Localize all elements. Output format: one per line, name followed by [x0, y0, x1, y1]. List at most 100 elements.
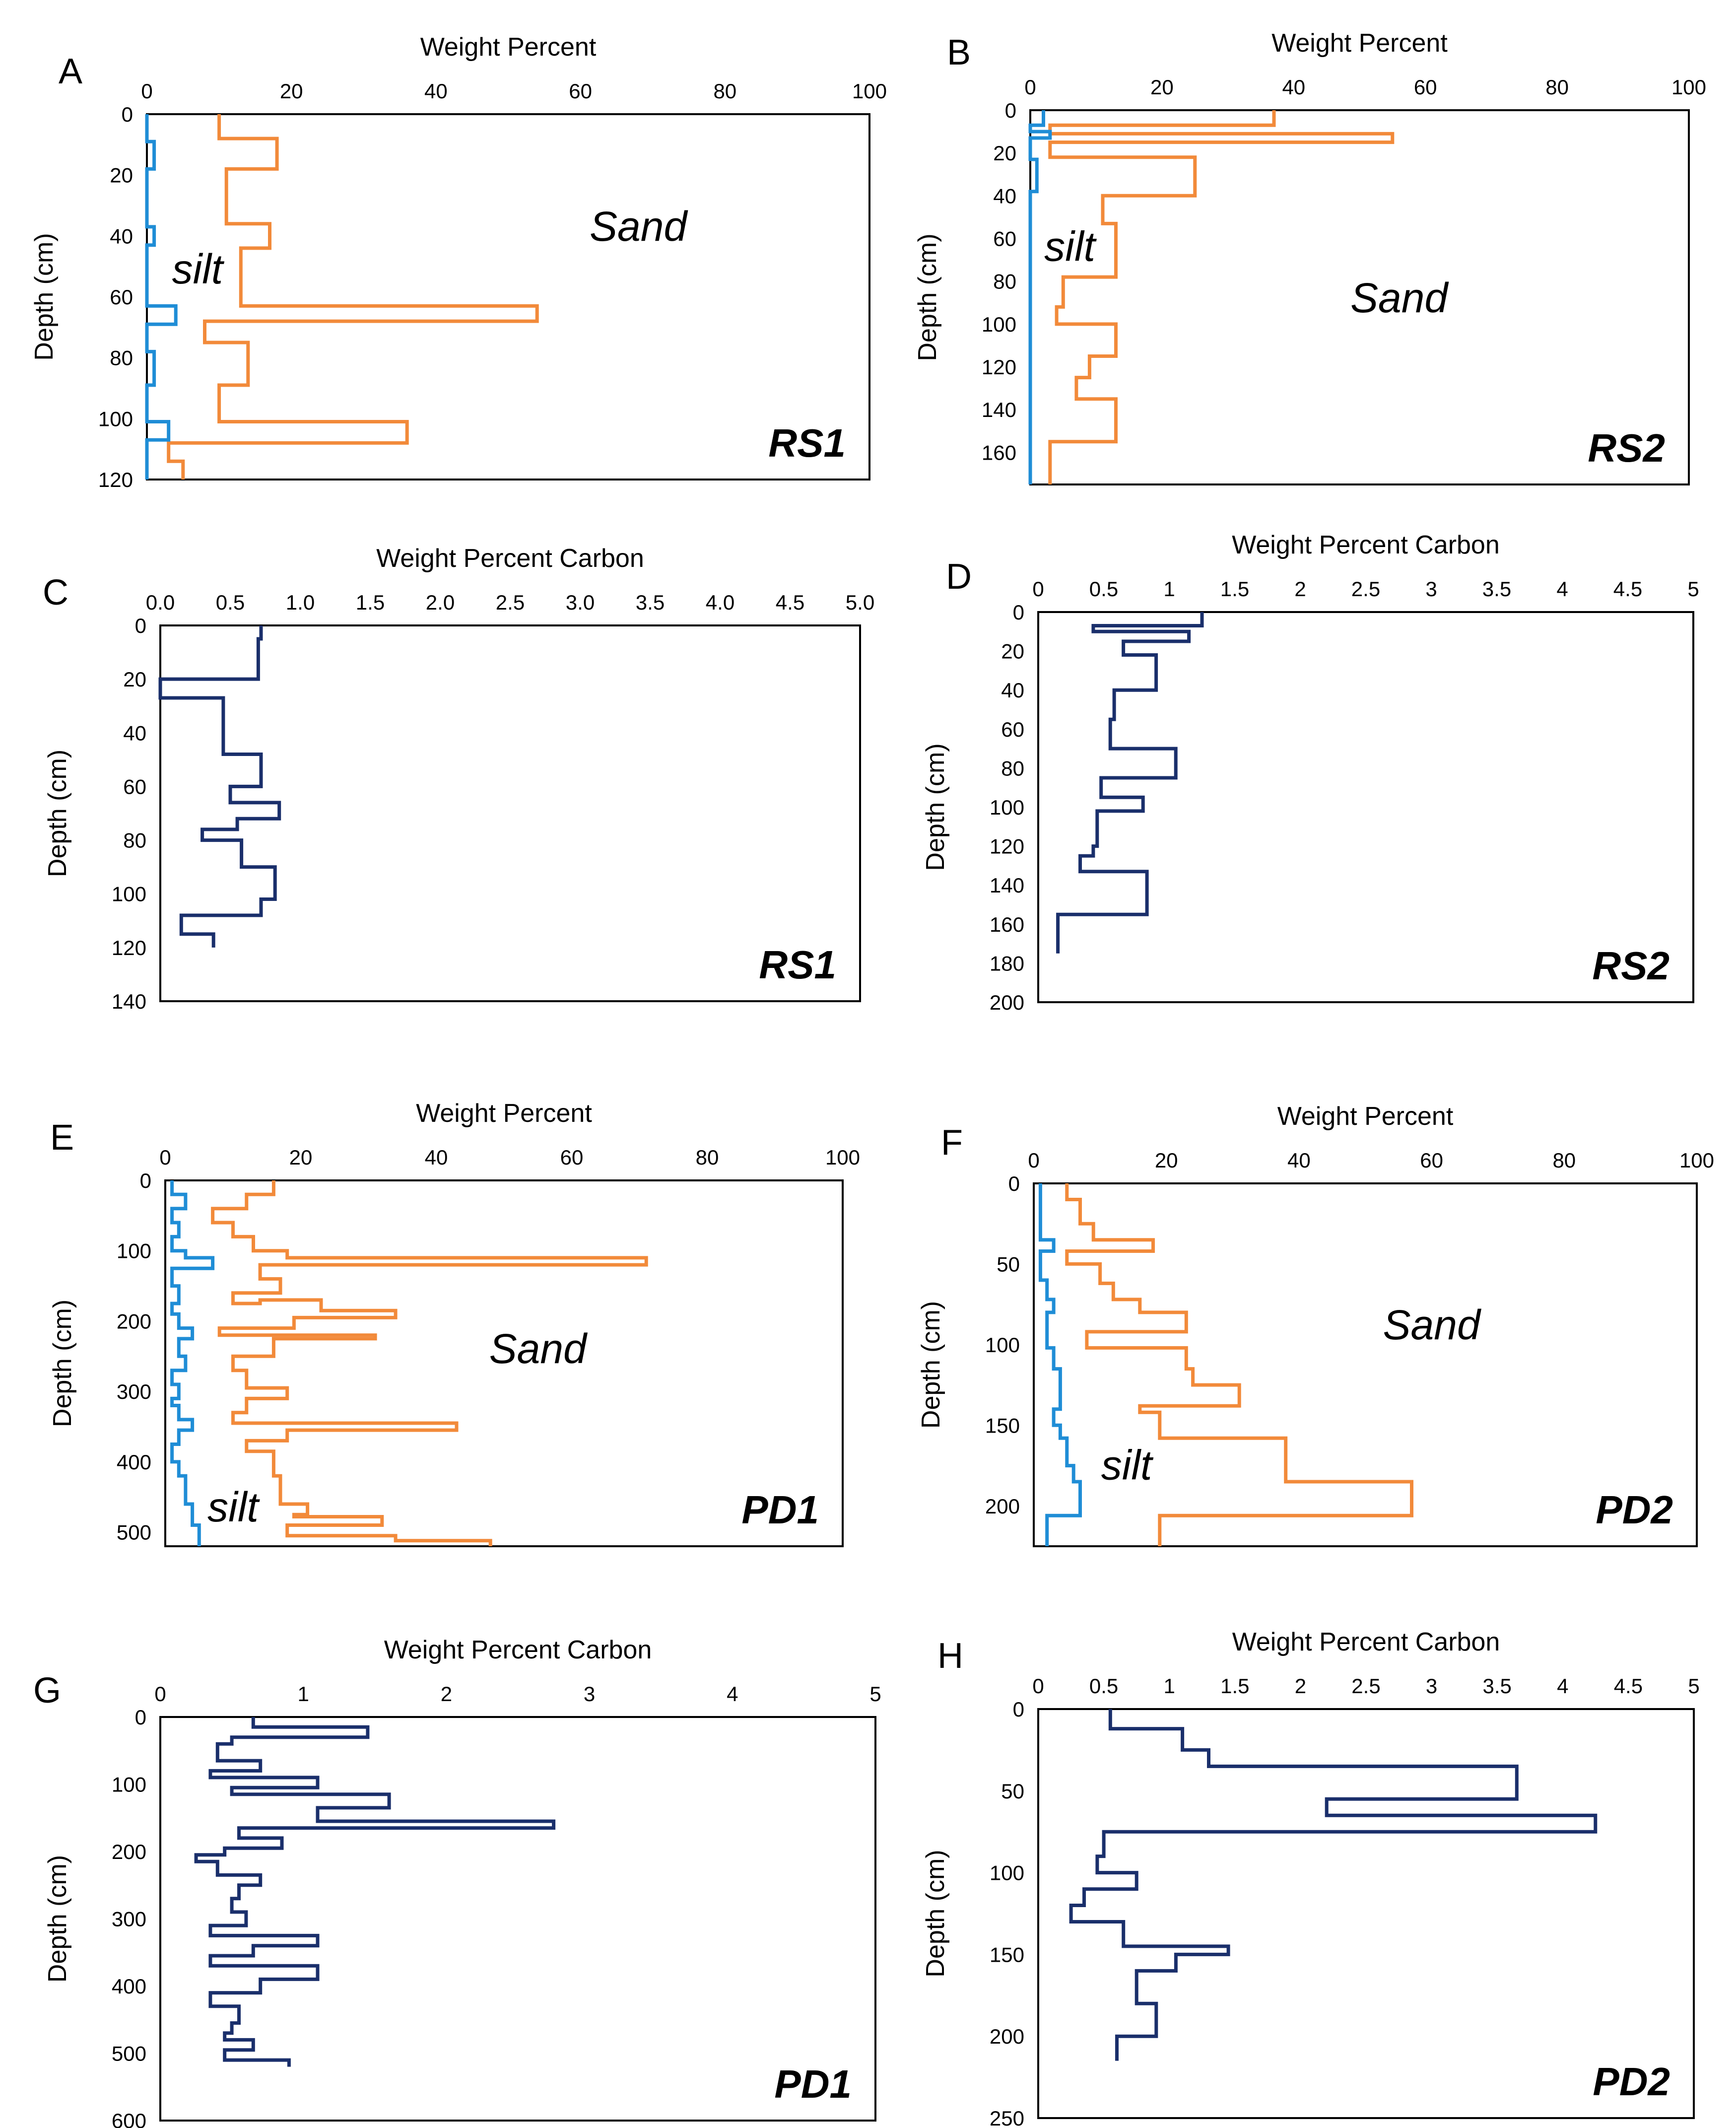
x-axis-title: Weight Percent Carbon: [1232, 531, 1500, 559]
y-tick-label: 120: [98, 468, 133, 491]
x-axis-title: Weight Percent Carbon: [376, 544, 644, 573]
series-line-silt: [170, 1180, 215, 1546]
y-tick-label: 80: [110, 346, 133, 370]
x-tick-label: 0: [141, 79, 152, 103]
panel-b: B Weight Percent 0 20 40 60 80 100 0 20 40 60 80 100 1…: [913, 29, 1706, 485]
y-tick-label: 100: [982, 313, 1016, 336]
y-tick-label: 20: [993, 141, 1016, 165]
panel-letter: C: [43, 573, 68, 613]
y-tick-label: 40: [110, 224, 133, 248]
x-tick-label: 3.5: [1483, 1674, 1512, 1698]
x-tick-label: 2: [1295, 1674, 1306, 1698]
x-tick-label: 60: [1420, 1149, 1443, 1172]
series-line-carbon: [1069, 1709, 1598, 2061]
x-tick-label: 40: [1282, 75, 1305, 99]
x-axis-title: Weight Percent: [420, 33, 597, 62]
x-tick-label: 0: [1032, 577, 1044, 601]
x-tick-label: 80: [713, 79, 736, 103]
x-tick-label: 4.5: [1613, 577, 1642, 601]
y-tick-label: 0: [1013, 601, 1024, 624]
x-tick-label: 0: [159, 1146, 171, 1169]
y-tick-label: 20: [110, 164, 133, 187]
panel-letter: D: [946, 557, 972, 597]
y-axis-title: Depth (cm): [48, 1300, 77, 1427]
series-line-sand: [1065, 1183, 1413, 1546]
panel-d: D Weight Percent Carbon 0 0.5 1 1.5 2 2.5 3 3.5 4 4…: [921, 531, 1699, 1014]
y-axis-title: Depth (cm): [921, 743, 950, 871]
series-line-silt: [1028, 110, 1052, 484]
y-tick-label: 400: [112, 1975, 146, 1998]
y-tick-label: 80: [993, 270, 1016, 293]
y-tick-label: 0: [122, 103, 133, 126]
x-tick-label: 1: [1164, 1674, 1175, 1698]
x-tick-label: 20: [280, 79, 303, 103]
y-tick-label: 160: [990, 913, 1024, 936]
y-tick-label: 0: [1005, 99, 1016, 122]
site-label: PD1: [741, 1488, 819, 1532]
x-tick-label: 100: [1671, 75, 1706, 99]
x-tick-label: 80: [1552, 1149, 1576, 1172]
x-tick-label: 2.5: [1351, 1674, 1380, 1698]
series-line-sand: [167, 114, 539, 480]
plot-frame: [1037, 1708, 1695, 2119]
y-tick-label: 150: [985, 1414, 1020, 1437]
site-label: RS1: [768, 421, 846, 465]
x-tick-label: 4.0: [706, 591, 734, 614]
x-tick-label: 4: [727, 1682, 738, 1706]
y-tick-label: 500: [117, 1521, 151, 1544]
y-tick-label: 120: [112, 936, 146, 960]
x-axis-title: Weight Percent: [416, 1099, 592, 1128]
x-tick-label: 100: [1679, 1149, 1714, 1172]
x-tick-label: 1.0: [286, 591, 315, 614]
annotation-silt: silt: [1044, 223, 1097, 270]
x-tick-label: 0.5: [1089, 577, 1118, 601]
y-tick-label: 200: [117, 1309, 151, 1333]
y-tick-label: 60: [123, 775, 146, 798]
y-tick-label: 180: [990, 952, 1024, 975]
x-tick-label: 2.0: [426, 591, 455, 614]
y-tick-label: 300: [117, 1380, 151, 1403]
x-tick-label: 40: [1287, 1149, 1311, 1172]
y-tick-label: 100: [985, 1333, 1020, 1357]
panel-letter: E: [50, 1118, 74, 1158]
x-tick-label: 100: [852, 79, 887, 103]
series-line-silt: [145, 114, 178, 480]
y-tick-label: 0: [1008, 1172, 1020, 1195]
x-tick-label: 0.5: [1089, 1674, 1118, 1698]
x-tick-label: 60: [569, 79, 592, 103]
x-tick-label: 40: [425, 1146, 448, 1169]
annotation-silt: silt: [1101, 1442, 1154, 1489]
site-label: PD2: [1593, 2059, 1670, 2104]
y-tick-label: 20: [1001, 640, 1024, 663]
annotation-sand: Sand: [590, 203, 688, 250]
y-tick-label: 0: [140, 1169, 151, 1192]
x-tick-label: 60: [1414, 75, 1437, 99]
x-axis-title: Weight Percent Carbon: [1232, 1628, 1500, 1656]
x-tick-label: 100: [825, 1146, 860, 1169]
y-tick-label: 50: [997, 1252, 1020, 1276]
annotation-sand: Sand: [1383, 1302, 1481, 1348]
y-tick-label: 60: [110, 285, 133, 309]
y-tick-label: 120: [990, 835, 1024, 858]
y-tick-label: 0: [135, 614, 146, 637]
x-axis-title: Weight Percent: [1277, 1102, 1454, 1131]
x-tick-label: 0: [1028, 1149, 1039, 1172]
y-axis-title: Depth (cm): [917, 1301, 945, 1429]
x-tick-label: 0: [1032, 1674, 1044, 1698]
y-tick-label: 100: [990, 796, 1024, 819]
x-tick-label: 0.0: [146, 591, 175, 614]
y-tick-label: 100: [117, 1239, 151, 1263]
panel-f: F Weight Percent 0 20 40 60 80 100 0 50 100 150 200 D…: [917, 1102, 1714, 1547]
x-tick-label: 1: [298, 1682, 309, 1706]
plot-frame: [1037, 611, 1694, 1003]
series-line-sand: [1048, 110, 1395, 484]
y-tick-label: 300: [112, 1908, 146, 1931]
y-tick-label: 100: [112, 1773, 146, 1796]
panel-c: C Weight Percent Carbon 0.0 0.5 1.0 1.5 2.0 2.5…: [43, 544, 874, 1013]
y-tick-label: 150: [990, 1943, 1024, 1966]
series-line-carbon: [1056, 612, 1204, 954]
x-tick-label: 3: [1426, 1674, 1437, 1698]
x-tick-label: 20: [1150, 75, 1174, 99]
panel-letter: H: [937, 1636, 963, 1676]
annotation-sand: Sand: [489, 1325, 588, 1372]
